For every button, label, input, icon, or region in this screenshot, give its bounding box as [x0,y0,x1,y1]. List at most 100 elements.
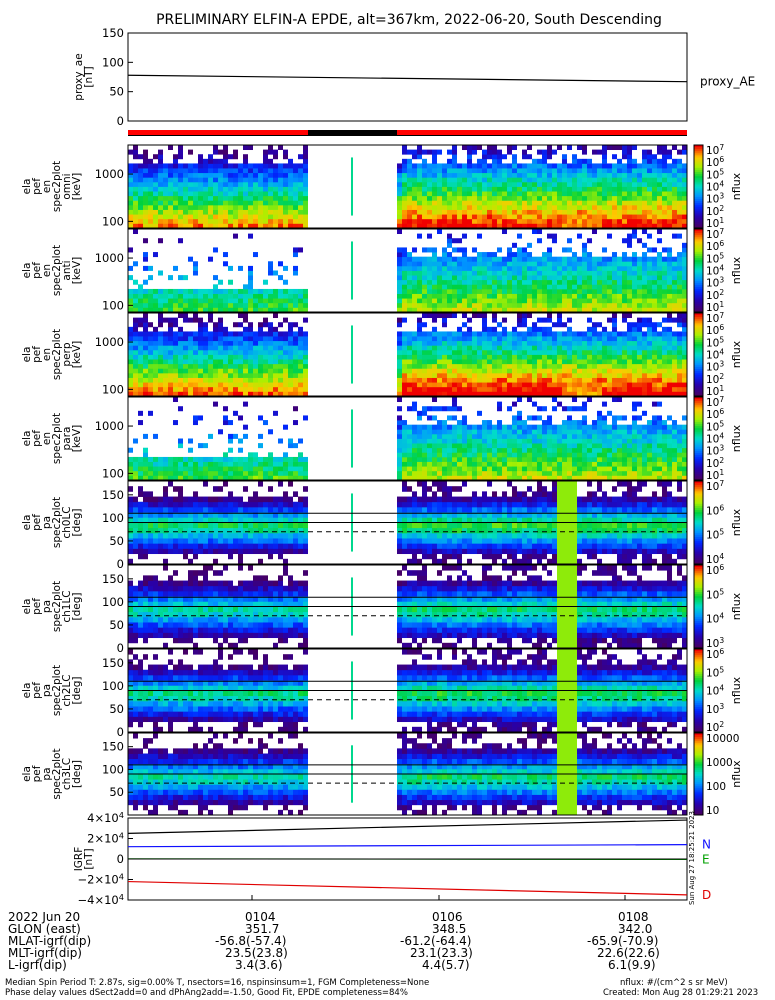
heatmap-cell [407,279,412,285]
heatmap-cell [397,168,402,174]
heatmap-cell [248,386,253,392]
heatmap-cell [542,149,547,155]
heatmap-cell [512,340,517,346]
heatmap-cell [128,195,133,201]
heatmap-cell [527,340,532,346]
heatmap-cell [402,302,407,308]
heatmap-cell [213,349,218,355]
heatmap-cell [138,466,143,472]
heatmap-cell [657,382,662,388]
heatmap-cell [672,191,677,197]
heatmap-cell [447,313,452,319]
heatmap-cell [273,336,278,342]
heatmap-cell [412,377,417,383]
heatmap-cell [507,191,512,197]
heatmap-cell [208,200,213,206]
heatmap-cell [682,293,687,299]
heatmap-cell [293,223,298,229]
heatmap-cell [163,204,168,210]
heatmap-cell [482,302,487,308]
heatmap-cell [447,177,452,183]
heatmap-cell [258,204,263,210]
heatmap-cell [417,363,422,369]
heatmap-cell [637,326,642,332]
heatmap-cell [193,293,198,299]
heatmap-cell [472,223,477,229]
heatmap-cell [233,322,238,328]
heatmap-cell [662,158,667,164]
y-tick-label: 100 [102,214,124,228]
heatmap-cell [253,307,258,313]
heatmap-cell [128,331,133,337]
heatmap-cell [233,461,238,467]
heatmap-cell [437,223,442,229]
heatmap-cell [477,279,482,285]
heatmap-cell [258,331,263,337]
heatmap-cell [532,322,537,328]
heatmap-cell [502,345,507,351]
heatmap-cell [662,279,667,285]
heatmap-cell [652,345,657,351]
heatmap-cell [472,466,477,472]
heatmap-cell [642,181,647,187]
heatmap-cell [632,163,637,169]
heatmap-cell [537,195,542,201]
heatmap-cell [143,154,148,160]
heatmap-cell [437,191,442,197]
heatmap-cell [223,195,228,201]
heatmap-cell [457,275,462,281]
heatmap-cell [447,209,452,215]
heatmap-cell [233,307,238,313]
heatmap-cell [662,438,667,444]
heatmap-cell [397,288,402,294]
heatmap-cell [507,288,512,294]
heatmap-cell [298,372,303,378]
heatmap-cell [507,149,512,155]
heatmap-cell [552,443,557,449]
heatmap-cell [432,158,437,164]
heatmap-cell [572,433,577,439]
heatmap-cell [178,154,183,160]
heatmap-cell [407,349,412,355]
heatmap-cell [273,456,278,462]
heatmap-cell [587,252,592,258]
heatmap-cell [437,336,442,342]
heatmap-cell [647,391,652,397]
heatmap-cell [547,154,552,160]
heatmap-cell [248,218,253,224]
heatmap-cell [178,359,183,365]
heatmap-cell [662,456,667,462]
heatmap-cell [512,302,517,308]
heatmap-cell [492,331,497,337]
heatmap-cell [597,336,602,342]
heatmap-cell [567,345,572,351]
heatmap-cell [657,359,662,365]
heatmap-cell [442,340,447,346]
heatmap-cell [188,149,193,155]
heatmap-cell [293,200,298,206]
heatmap-cell [447,368,452,374]
heatmap-cell [412,279,417,285]
heatmap-cell [567,461,572,467]
heatmap-cell [567,470,572,476]
heatmap-cell [462,447,467,453]
heatmap-cell [547,456,552,462]
heatmap-cell [248,181,253,187]
heatmap-cell [557,200,562,206]
heatmap-cell [672,391,677,397]
heatmap-cell [432,307,437,313]
heatmap-cell [647,247,652,253]
heatmap-cell [512,168,517,174]
heatmap-cell [682,218,687,224]
heatmap-cell [547,168,552,174]
heatmap-cell [248,293,253,299]
heatmap-cell [407,177,412,183]
heatmap-cell [562,322,567,328]
heatmap-cell [442,247,447,253]
heatmap-cell [178,443,183,449]
heatmap-cell [432,377,437,383]
heatmap-cell [173,391,178,397]
heatmap-cell [537,223,542,229]
heatmap-cell [682,284,687,290]
heatmap-cell [487,433,492,439]
